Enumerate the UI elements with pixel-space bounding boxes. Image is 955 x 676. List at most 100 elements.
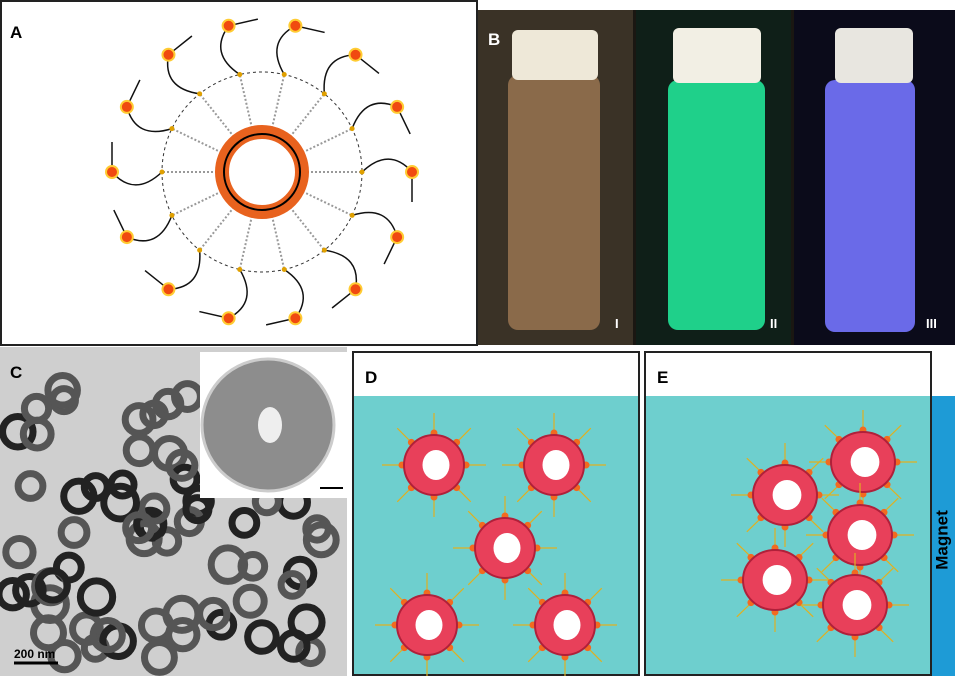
vial-cap <box>673 28 761 83</box>
linker <box>169 126 175 132</box>
nanoring-pore <box>493 533 521 563</box>
magnet <box>932 396 955 676</box>
panel-label: E <box>657 368 668 387</box>
chain <box>171 127 222 154</box>
nanoring <box>47 638 82 674</box>
linker <box>237 72 243 78</box>
nanoring <box>14 470 47 502</box>
nanoring <box>228 506 261 539</box>
linker <box>159 169 165 175</box>
linker <box>321 247 327 253</box>
core-ring <box>215 125 309 219</box>
nanoring <box>207 544 249 585</box>
nanoring <box>151 526 183 557</box>
nanoring <box>151 387 185 421</box>
nanoring <box>244 619 280 655</box>
particles <box>375 413 617 676</box>
linker <box>281 72 287 78</box>
dye <box>348 47 363 62</box>
vial-cap <box>835 28 913 83</box>
nanoring-pore <box>842 590 872 620</box>
linker <box>169 212 175 218</box>
dye <box>161 282 176 297</box>
linker <box>237 266 243 272</box>
nanoring <box>302 514 332 544</box>
vial <box>508 30 600 330</box>
vial-cap <box>512 30 598 80</box>
chain <box>171 190 222 217</box>
nanoring <box>19 416 55 452</box>
core-arrow <box>223 133 301 211</box>
particles <box>721 410 917 657</box>
dye <box>390 99 405 114</box>
chain <box>302 190 353 217</box>
panel-label: B <box>488 30 500 49</box>
nanoring <box>122 511 156 545</box>
linker <box>197 247 203 253</box>
nanoring <box>30 614 67 652</box>
nanoring <box>121 402 157 437</box>
vial <box>668 28 765 330</box>
molecule-diagram <box>105 18 419 326</box>
dye <box>105 165 119 179</box>
nanoring <box>165 616 201 653</box>
vial-liquid <box>508 75 600 330</box>
linker <box>321 91 327 97</box>
nanoring-pore <box>553 610 581 640</box>
nanoring <box>12 572 47 608</box>
dye <box>119 99 134 114</box>
chain <box>271 215 286 270</box>
nanoring <box>182 494 213 525</box>
nanoring <box>0 412 37 451</box>
nanoring <box>277 570 308 600</box>
vial-liquid <box>668 80 765 330</box>
nanoring-pore <box>847 520 877 550</box>
chain <box>238 74 253 129</box>
linker <box>349 126 355 132</box>
scale-label: 200 nm <box>14 647 55 661</box>
nanoring <box>237 550 269 582</box>
nanoring-pore <box>850 447 880 477</box>
linker <box>281 266 287 272</box>
nanoring <box>100 482 141 523</box>
vial-label: I <box>615 316 619 331</box>
nanoring <box>232 583 268 619</box>
panel-label: A <box>10 23 22 42</box>
nanoring <box>277 629 311 663</box>
nanoring <box>122 433 157 468</box>
nanoring <box>80 472 111 503</box>
nanoring <box>0 576 30 612</box>
nanoring <box>89 616 126 654</box>
nanoring <box>138 492 171 525</box>
tem-image <box>0 372 340 676</box>
dye <box>288 311 303 326</box>
chain <box>198 93 235 138</box>
chain <box>302 127 353 154</box>
dye <box>348 282 363 297</box>
nanoring <box>302 521 340 559</box>
nanoring <box>2 534 37 570</box>
nanoring-pore <box>762 565 792 595</box>
vial-label: II <box>770 316 777 331</box>
linker <box>197 91 203 97</box>
nanoring-pore <box>422 450 450 480</box>
chain <box>271 74 286 129</box>
inset-pore <box>258 407 282 443</box>
nanoring-pore <box>542 450 570 480</box>
nanoring <box>44 372 81 409</box>
dye <box>161 47 176 62</box>
magnet-label: Magnet <box>932 510 951 570</box>
nanoring <box>57 516 91 549</box>
dye <box>119 230 134 245</box>
nanoring <box>196 596 231 632</box>
nanoring-pore <box>415 610 443 640</box>
vial-liquid <box>825 80 915 332</box>
chain <box>198 206 235 251</box>
linker <box>349 212 355 218</box>
nanoring-pore <box>772 480 802 510</box>
dye <box>405 165 419 179</box>
dye <box>390 230 405 245</box>
nanoring <box>76 577 117 617</box>
chain <box>289 93 326 138</box>
